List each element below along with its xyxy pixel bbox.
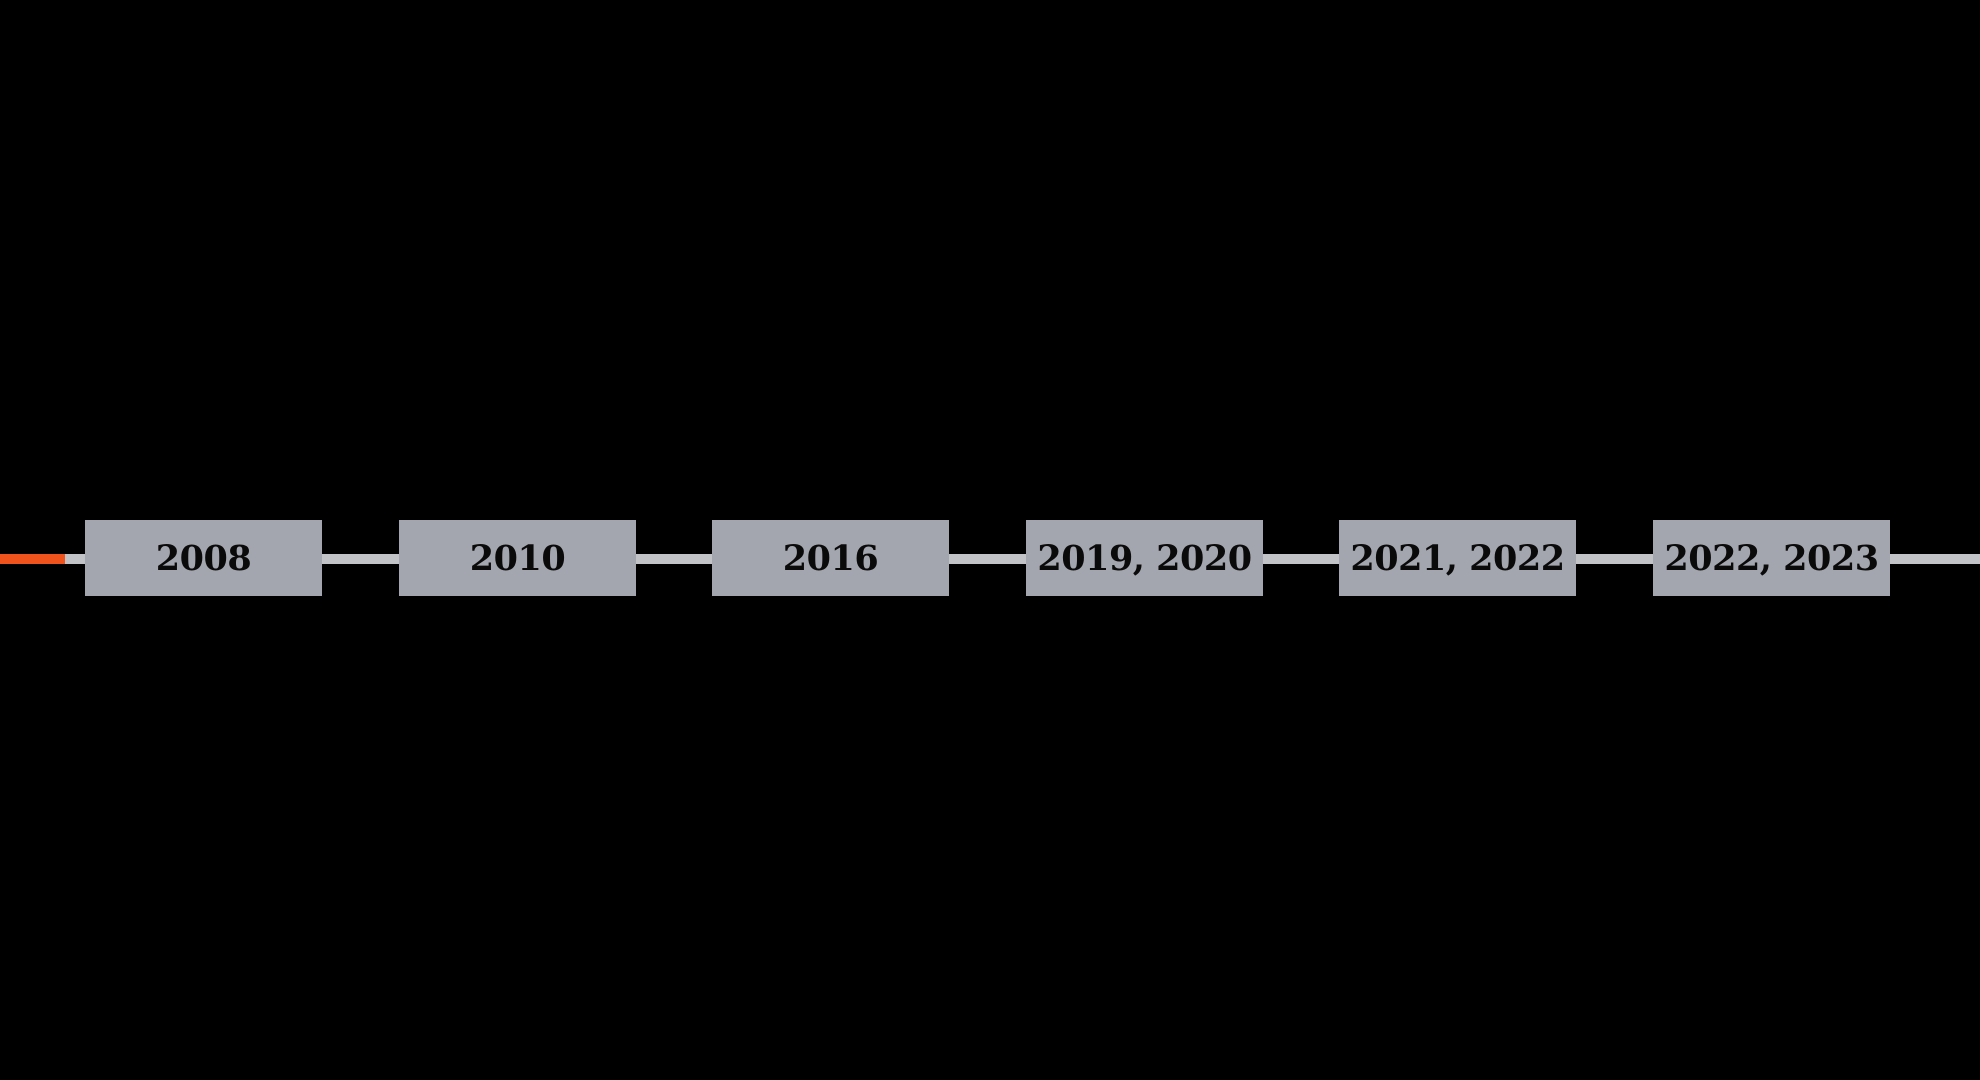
timeline-item-label: 2008 (155, 537, 252, 579)
timeline-item-label: 2010 (469, 537, 566, 579)
timeline-item-2[interactable]: 2010 (399, 520, 636, 596)
timeline-item-label: 2016 (782, 537, 879, 579)
timeline-item-label: 2021, 2022 (1350, 537, 1565, 579)
timeline-item-3[interactable]: 2016 (712, 520, 949, 596)
timeline-item-label: 2022, 2023 (1664, 537, 1879, 579)
timeline-item-1[interactable]: 2008 (85, 520, 322, 596)
timeline-progress-bar (0, 554, 66, 564)
timeline-item-label: 2019, 2020 (1037, 537, 1252, 579)
timeline-track (0, 554, 1980, 564)
timeline-item-4[interactable]: 2019, 2020 (1026, 520, 1263, 596)
timeline-item-5[interactable]: 2021, 2022 (1339, 520, 1576, 596)
timeline-item-6[interactable]: 2022, 2023 (1653, 520, 1890, 596)
